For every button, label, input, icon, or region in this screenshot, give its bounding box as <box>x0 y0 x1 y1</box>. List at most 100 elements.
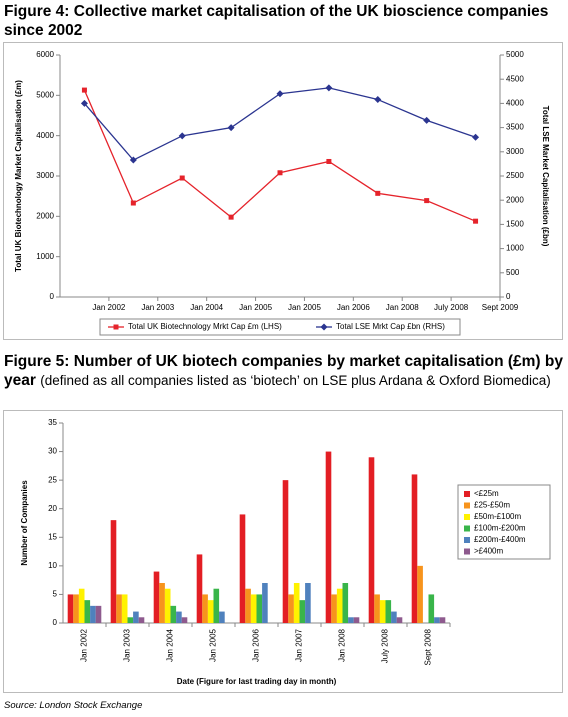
series-line <box>83 87 476 161</box>
x-tick-label: Jan 2005 <box>239 303 272 312</box>
y2-tick-label: 4000 <box>506 99 524 108</box>
legend-label: Total LSE Mrkt Cap £bn (RHS) <box>336 322 445 331</box>
point <box>424 198 430 204</box>
legend-swatch <box>464 491 470 497</box>
legend-swatch <box>464 502 470 509</box>
x-tick-label: Jan 2005 <box>209 628 218 661</box>
x-tick-label: Jan 2006 <box>252 628 261 661</box>
bar <box>73 594 79 623</box>
y-tick-label: 15 <box>48 532 57 541</box>
point <box>178 132 186 140</box>
bar <box>348 617 354 623</box>
point <box>423 116 431 124</box>
source: Source: London Stock Exchange <box>4 700 143 711</box>
bar <box>110 520 117 623</box>
chart-frame <box>3 42 563 340</box>
y2-tick-label: 500 <box>506 268 520 277</box>
y-tick-label: 35 <box>48 418 57 427</box>
x-tick-label: Jan 2003 <box>141 303 174 312</box>
bar <box>439 617 446 623</box>
bar <box>262 583 268 623</box>
x-tick-label: Jan 2005 <box>288 303 321 312</box>
y2-tick-label: 2000 <box>506 195 524 204</box>
x-tick-label: Sept 2008 <box>424 628 433 665</box>
bar <box>417 565 423 623</box>
y-tick-label: 6000 <box>36 50 54 59</box>
bar <box>127 617 134 623</box>
point <box>472 133 480 141</box>
bar <box>219 611 225 623</box>
point <box>325 84 333 92</box>
x-tick-label: Jan 2006 <box>337 303 370 312</box>
bar <box>342 583 349 623</box>
point <box>227 124 235 132</box>
bar <box>213 588 220 623</box>
bar <box>239 514 246 623</box>
bar <box>353 617 360 623</box>
bar <box>299 600 306 623</box>
y-tick-label: 1000 <box>36 252 54 261</box>
y2-tick-label: 2500 <box>506 171 524 180</box>
legend-marker <box>113 324 119 330</box>
legend-label: >£400m <box>474 547 503 556</box>
point <box>326 158 332 164</box>
bar <box>138 617 145 623</box>
legend-swatch <box>464 525 470 532</box>
bar <box>288 594 294 623</box>
x-tick-label: Sept 2009 <box>482 303 519 312</box>
bar <box>95 605 102 623</box>
legend-swatch <box>464 548 470 555</box>
bar <box>293 583 300 623</box>
bar <box>325 451 332 623</box>
bar <box>176 611 182 623</box>
y-axis-title: Number of Companies <box>20 480 29 566</box>
chart-frame <box>3 410 563 693</box>
y-tick-label: 5 <box>53 590 58 599</box>
bar <box>379 600 386 623</box>
bar <box>282 480 289 623</box>
y2-tick-label: 5000 <box>506 50 524 59</box>
bar <box>78 588 85 623</box>
point <box>276 90 284 98</box>
bar <box>170 605 177 623</box>
legend-label: <£25m <box>474 489 499 498</box>
bar <box>133 611 139 623</box>
bar <box>153 571 160 623</box>
y-tick-label: 30 <box>48 447 57 456</box>
point <box>129 156 137 164</box>
bar <box>159 583 165 623</box>
point <box>179 175 185 181</box>
y-tick-label: 5000 <box>36 90 54 99</box>
point <box>80 99 88 107</box>
y-axis-title: Total UK Biotechnology Market Capitalisa… <box>14 80 23 272</box>
y-tick-label: 2000 <box>36 211 54 220</box>
y-tick-label: 10 <box>48 561 57 570</box>
bar <box>411 474 418 623</box>
legend-swatch <box>464 514 470 520</box>
bar <box>181 617 188 623</box>
figure-heading: Figure 5: Number of UK biotech companies… <box>4 352 564 390</box>
bar <box>434 617 440 623</box>
bar <box>428 594 435 623</box>
bar <box>121 594 128 623</box>
heading-text: Figure 4: Collective market capitalisati… <box>4 3 549 39</box>
chart: 0 5 10 15 20 25 30 35 Number of Companies Date (F… <box>3 410 563 693</box>
bar <box>256 594 263 623</box>
x-tick-label: July 2008 <box>381 628 390 663</box>
bar <box>67 594 74 623</box>
bar <box>164 588 171 623</box>
legend-label: £100m-£200m <box>474 524 526 533</box>
bar <box>202 594 208 623</box>
x-tick-label: Jan 2004 <box>166 628 175 661</box>
y2-tick-label: 1500 <box>506 220 524 229</box>
y2-tick-label: 1000 <box>506 244 524 253</box>
bar <box>207 600 214 623</box>
x-tick-label: Jan 2003 <box>123 628 132 661</box>
bar <box>374 594 380 623</box>
x-tick-label: Jan 2007 <box>295 628 304 661</box>
point <box>375 190 381 196</box>
x-tick-label: Jan 2002 <box>80 628 89 661</box>
y-tick-label: 20 <box>48 504 57 513</box>
legend-box <box>457 484 551 560</box>
point <box>374 96 382 104</box>
